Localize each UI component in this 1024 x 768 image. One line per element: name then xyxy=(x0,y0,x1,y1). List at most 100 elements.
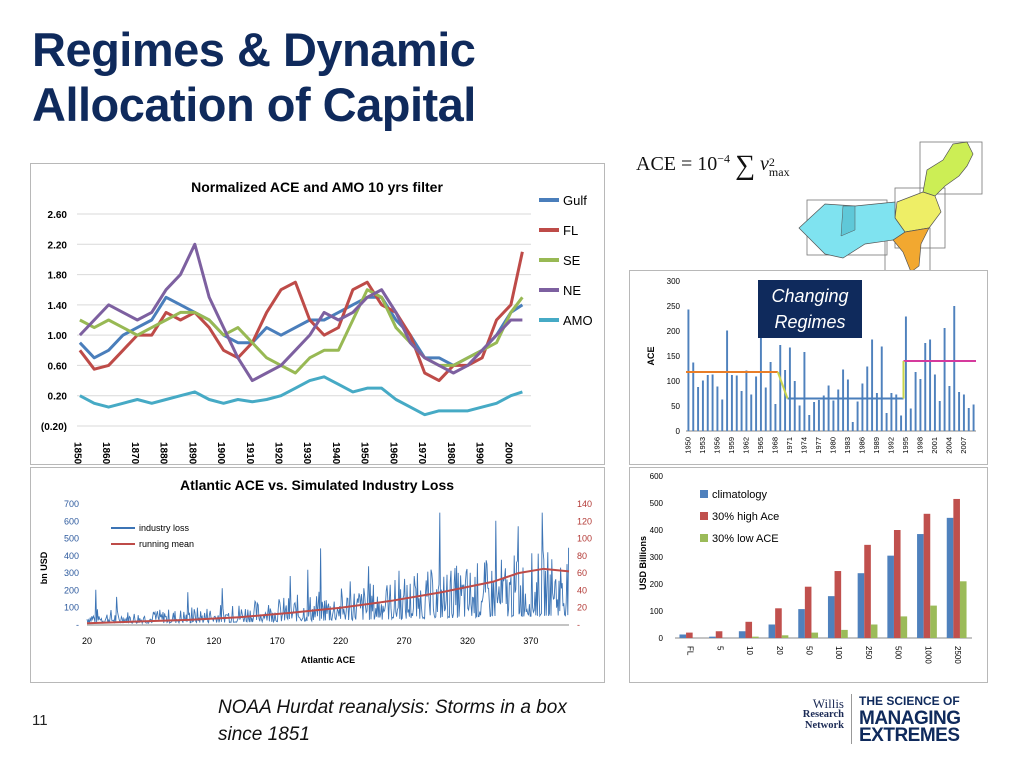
chart1-series-ne xyxy=(78,242,523,383)
chart4-x-tick: 500 xyxy=(894,646,903,660)
chart1-x-tick: 1970 xyxy=(416,442,427,464)
chart2-bar xyxy=(972,404,975,431)
chart4-bar-1 xyxy=(864,544,871,638)
loss-by-return-period-chart: 600 500 400 300 200 100 0 USD Billions FL 5 10 20 50… xyxy=(629,467,988,683)
chart3-series-industry-loss xyxy=(86,512,570,625)
chart2-x-tick: 1956 xyxy=(712,437,721,454)
chart4-y-tick: 500 xyxy=(650,499,664,508)
chart4-x-tick: FL xyxy=(686,646,695,656)
chart4-bar-0 xyxy=(768,624,776,638)
chart3-x-tick: 220 xyxy=(333,636,348,646)
chart2-x-tick: 1986 xyxy=(857,437,866,454)
chart2-bar xyxy=(861,383,864,431)
chart4-legend-swatch xyxy=(700,512,708,520)
chart2-x-tick: 1971 xyxy=(785,437,794,454)
chart1-x-tick: 1940 xyxy=(330,442,341,464)
chart1-x-tick: 1960 xyxy=(387,442,398,464)
chart2-x-tick: 1959 xyxy=(727,437,736,454)
chart4-bar-0 xyxy=(679,634,687,638)
chart1-legend-label: FL xyxy=(563,223,578,238)
chart2-bar xyxy=(933,374,936,431)
chart2-bar xyxy=(721,399,724,431)
chart4-bar-2 xyxy=(752,636,759,638)
chart2-bar xyxy=(827,385,830,431)
chart3-y-tick-right: 140 xyxy=(577,499,592,509)
chart3-y-tick-left: 400 xyxy=(64,551,79,561)
chart1-x-tick: 1880 xyxy=(158,442,169,464)
chart2-bar xyxy=(924,343,927,431)
chart2-bar xyxy=(958,392,961,431)
chart2-bar xyxy=(938,401,941,431)
chart4-x-tick: 250 xyxy=(864,646,873,660)
chart3-y-tick-right: 100 xyxy=(577,534,592,544)
chart2-x-tick: 1995 xyxy=(901,437,910,454)
chart3-y-tick-left: - xyxy=(76,620,79,630)
chart3-y-tick-left: 100 xyxy=(64,603,79,613)
source-caption-line-2: since 1851 xyxy=(218,724,310,745)
chart4-x-tick: 50 xyxy=(805,646,814,655)
chart4-bar-1 xyxy=(715,631,723,638)
chart1-series-fl xyxy=(78,251,524,383)
chart4-bar-2 xyxy=(811,632,819,638)
chart2-y-tick: 0 xyxy=(676,427,681,436)
chart2-y-tick: 250 xyxy=(667,302,681,311)
chart2-y-tick: 300 xyxy=(667,277,681,286)
chart4-bar-0 xyxy=(798,609,805,638)
chart4-bar-0 xyxy=(857,573,865,638)
chart3-y-tick-right: 60 xyxy=(577,568,587,578)
us-east-coast-map xyxy=(798,141,983,274)
slide-title: Regimes & Dynamic Allocation of Capital xyxy=(32,22,476,132)
chart1-legend-label: Gulf xyxy=(563,193,587,208)
chart2-bar xyxy=(842,369,845,431)
slide-title-line-2: Allocation of Capital xyxy=(32,78,476,131)
chart1-series-amo xyxy=(79,375,523,417)
chart3-x-tick: 370 xyxy=(523,636,538,646)
chart2-x-tick: 1974 xyxy=(799,437,808,454)
chart4-bar-0 xyxy=(827,596,835,638)
chart3-legend-label: running mean xyxy=(139,539,194,549)
chart2-bar xyxy=(779,345,782,431)
chart3-y-tick-left: 600 xyxy=(64,516,79,526)
chart1-x-tick: 1990 xyxy=(474,442,485,464)
chart4-bar-1 xyxy=(804,586,812,638)
chart4-bar-2 xyxy=(959,581,967,638)
chart2-x-tick: 1977 xyxy=(814,437,823,454)
chart1-x-tick: 1900 xyxy=(215,442,226,464)
chart2-bar xyxy=(701,380,704,431)
chart2-bar xyxy=(885,413,888,431)
chart4-bar-1 xyxy=(745,621,753,638)
chart2-bar xyxy=(697,387,700,431)
ace-formula-max: max xyxy=(768,165,790,179)
chart4-bar-0 xyxy=(887,555,894,638)
chart2-bar xyxy=(900,415,903,431)
ace-formula-exponent: −4 xyxy=(717,151,731,166)
chart2-bar xyxy=(759,327,762,431)
chart4-bar-2 xyxy=(781,635,789,638)
chart4-legend-label: climatology xyxy=(712,489,768,501)
chart4-y-tick: 100 xyxy=(650,607,664,616)
chart1-x-tick: 1890 xyxy=(186,442,197,464)
chart2-bar xyxy=(730,375,733,431)
chart3-y-tick-right: 80 xyxy=(577,551,587,561)
logo-willis-line-3: Network xyxy=(804,720,844,731)
chart3-y-tick-left: 500 xyxy=(64,534,79,544)
chart2-bar xyxy=(895,394,898,431)
chart1-legend-label: SE xyxy=(563,253,581,268)
chart3-y-tick-right: 120 xyxy=(577,516,592,526)
chart1-y-tick: 1.80 xyxy=(48,271,68,282)
chart1-title: Normalized ACE and AMO 10 yrs filter xyxy=(191,179,443,195)
chart1-x-tick: 1910 xyxy=(244,442,255,464)
ace-formula: ACE = 10−4 ∑ v2 max xyxy=(636,150,790,182)
chart2-bar xyxy=(871,339,874,431)
chart2-bar xyxy=(711,374,714,431)
chart4-bar-0 xyxy=(946,517,954,638)
chart1-x-tick: 1930 xyxy=(301,442,312,464)
chart4-x-tick: 10 xyxy=(745,646,754,655)
chart4-bar-0 xyxy=(738,631,746,638)
chart2-bar xyxy=(735,375,738,431)
chart4-bar-2 xyxy=(900,616,908,638)
logo-sme-line-3: EXTREMES xyxy=(859,725,960,746)
chart4-bar-1 xyxy=(953,498,960,638)
chart2-y-tick: 150 xyxy=(667,352,681,361)
chart2-bar xyxy=(813,402,816,431)
